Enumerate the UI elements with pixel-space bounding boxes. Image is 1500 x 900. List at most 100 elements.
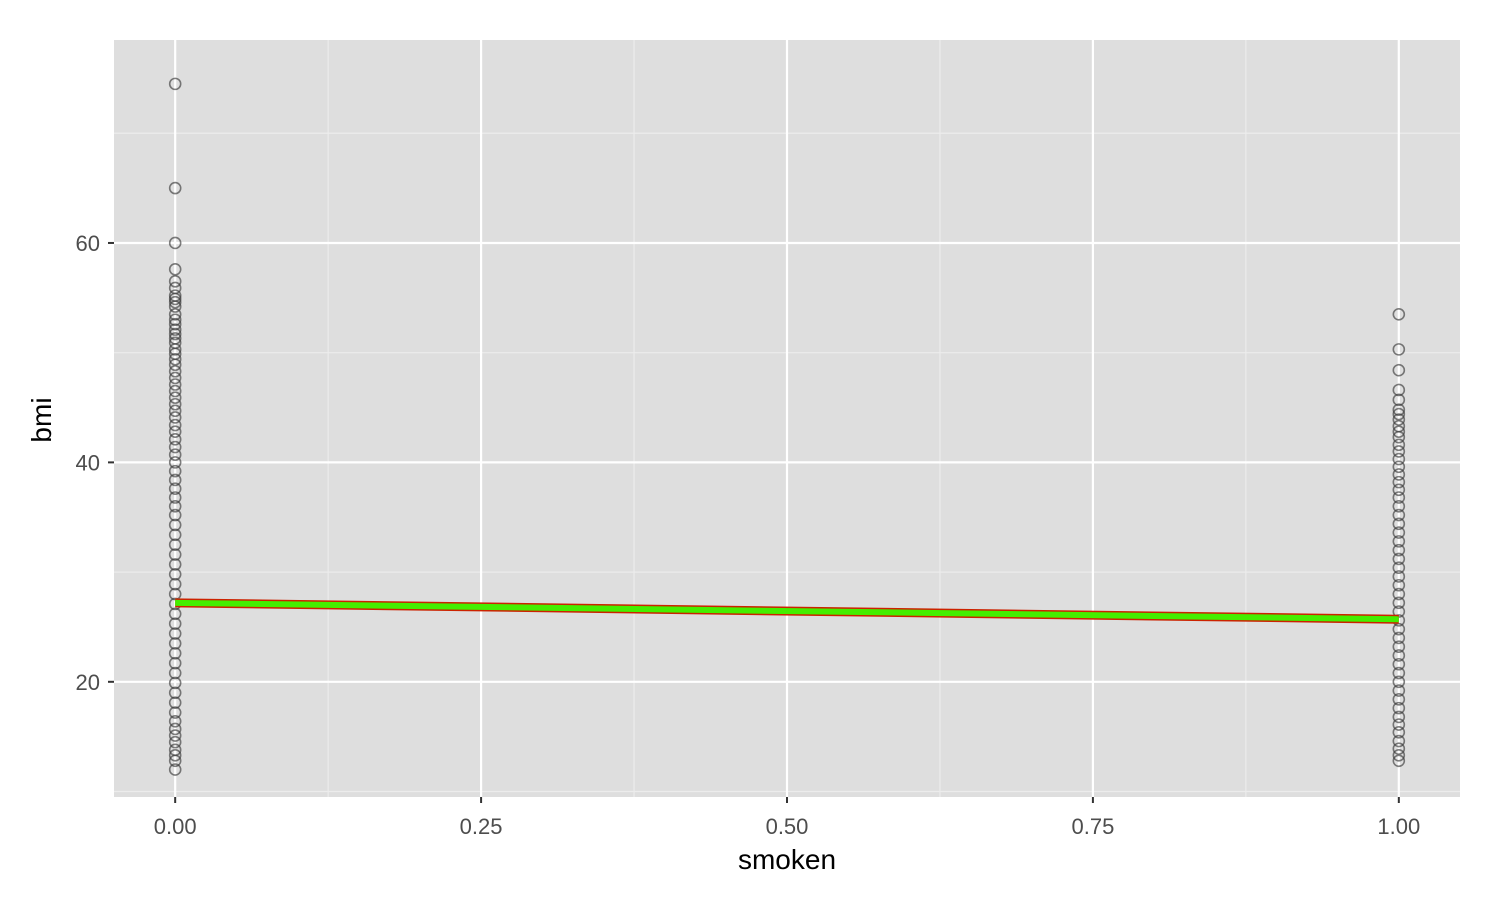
x-tick-label: 1.00 — [1377, 814, 1420, 839]
x-tick-label: 0.75 — [1071, 814, 1114, 839]
data-point — [1392, 383, 1406, 397]
data-point — [1392, 578, 1406, 592]
data-point — [168, 617, 182, 630]
data-point — [168, 607, 182, 621]
data-point — [168, 735, 182, 749]
data-point — [168, 646, 182, 660]
data-point — [168, 77, 182, 91]
data-point — [168, 352, 182, 366]
data-point — [1392, 499, 1406, 513]
data-point — [168, 456, 182, 469]
data-point — [168, 499, 182, 513]
data-points — [168, 77, 1406, 776]
data-point — [168, 307, 182, 321]
data-point — [168, 275, 182, 288]
data-point — [1392, 491, 1406, 504]
y-tick-label: 60 — [76, 231, 100, 256]
data-point — [168, 714, 182, 728]
data-point — [1392, 445, 1406, 458]
data-point — [1392, 508, 1406, 522]
data-point — [168, 317, 182, 331]
data-point — [168, 384, 182, 398]
data-point — [1392, 526, 1406, 539]
data-point — [1392, 460, 1406, 474]
data-point — [168, 528, 182, 542]
data-point — [168, 411, 182, 424]
data-point — [168, 577, 182, 591]
data-point — [168, 358, 182, 372]
data-point — [168, 464, 182, 478]
data-point — [168, 686, 182, 700]
data-point — [168, 236, 182, 250]
data-point — [1392, 393, 1406, 407]
data-point — [168, 676, 182, 690]
data-point — [168, 567, 182, 581]
data-point — [168, 323, 182, 336]
data-point — [1392, 468, 1406, 481]
data-point — [1392, 742, 1406, 756]
data-point — [1392, 483, 1406, 497]
fit-line — [175, 599, 1399, 623]
data-point — [1392, 693, 1406, 706]
x-axis-title: smoken — [738, 844, 836, 875]
x-tick-label: 0.00 — [154, 814, 197, 839]
data-point — [1392, 363, 1406, 377]
data-point — [168, 538, 182, 551]
y-tick-label: 40 — [76, 450, 100, 475]
x-tick-label: 0.25 — [460, 814, 503, 839]
data-point — [168, 433, 182, 446]
data-point — [1392, 413, 1406, 426]
data-point — [1392, 749, 1406, 762]
data-point — [1392, 657, 1406, 671]
data-point — [1392, 552, 1406, 566]
data-point — [168, 404, 182, 418]
data-point — [1392, 675, 1406, 689]
data-point — [1392, 475, 1406, 489]
data-point — [168, 548, 182, 561]
data-point — [168, 729, 182, 742]
data-point — [1392, 649, 1406, 662]
data-point — [1392, 561, 1406, 575]
data-point — [1392, 640, 1406, 653]
data-point — [168, 292, 182, 306]
data-point — [1392, 734, 1406, 748]
data-point — [1392, 622, 1406, 636]
data-point — [168, 327, 182, 341]
data-point — [168, 371, 182, 385]
data-point — [168, 706, 182, 719]
data-point — [1392, 430, 1406, 444]
data-point — [1392, 701, 1406, 715]
data-point — [168, 418, 182, 432]
data-point — [168, 313, 182, 327]
data-point — [1392, 343, 1406, 356]
data-point — [168, 262, 182, 276]
data-point — [168, 440, 182, 454]
data-point — [168, 448, 182, 462]
data-point — [168, 666, 182, 680]
y-tick-label: 20 — [76, 670, 100, 695]
data-point — [168, 491, 182, 504]
data-point — [168, 518, 182, 532]
data-point — [1392, 452, 1406, 466]
data-point — [168, 754, 182, 768]
data-point — [168, 587, 182, 601]
data-point — [168, 696, 182, 709]
data-point — [168, 181, 182, 195]
data-point — [168, 722, 182, 736]
data-point — [168, 508, 182, 522]
data-point — [168, 637, 182, 650]
grid-major — [114, 40, 1460, 797]
y-tick-labels: 20 40 60 — [76, 231, 100, 695]
data-point — [1392, 425, 1406, 438]
data-point — [1392, 754, 1406, 768]
data-point — [168, 365, 182, 378]
fit-line-layer — [175, 598, 1399, 624]
data-point — [1392, 596, 1406, 610]
data-point — [1392, 403, 1406, 417]
data-point — [168, 763, 182, 776]
data-point — [168, 343, 182, 356]
data-point — [168, 397, 182, 411]
x-tick-label: 0.50 — [766, 814, 809, 839]
x-tick-labels: 0.00 0.25 0.50 0.75 1.00 — [154, 814, 1420, 839]
